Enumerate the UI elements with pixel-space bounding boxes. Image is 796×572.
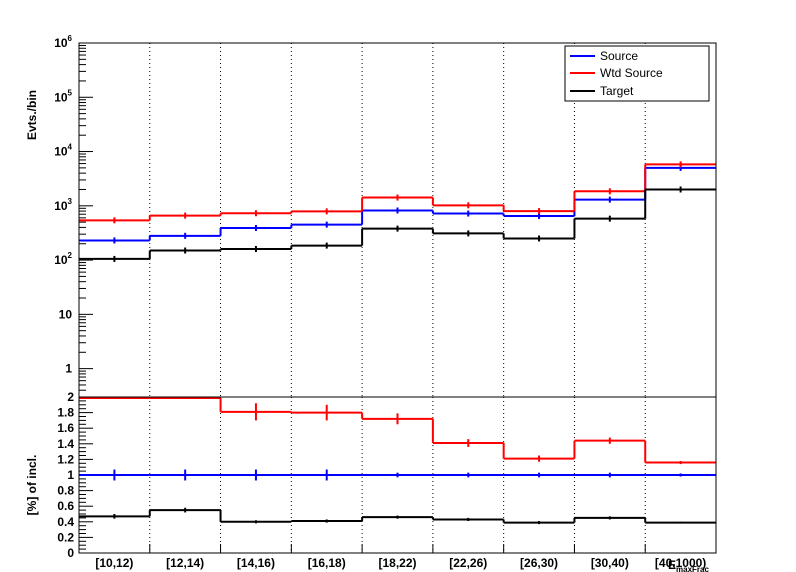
x-tick-label: [16,18) bbox=[308, 556, 346, 570]
top-series-source bbox=[79, 164, 716, 244]
bottom-y-tick-label: 1 bbox=[67, 468, 74, 482]
bottom-y-tick-label: 0 bbox=[67, 546, 74, 560]
bottom-plot-frame bbox=[78, 396, 717, 554]
bottom-series-source bbox=[79, 469, 716, 481]
bottom-y-axis: 0 0.20.4 0.60.8 1 1.21.4 1.61.8 2 bbox=[57, 390, 93, 560]
top-y-tick-label: 1 bbox=[65, 362, 72, 376]
top-y-tick-label: 106 bbox=[54, 34, 72, 50]
top-y-tick-exponent: 4 bbox=[68, 143, 73, 152]
top-series-wtd-source bbox=[79, 161, 716, 224]
bottom-series-wtd-source bbox=[79, 397, 716, 465]
x-tick-label: [10,12) bbox=[95, 556, 133, 570]
bottom-y-tick-label: 0.8 bbox=[57, 484, 74, 498]
x-tick-label: [40,1000) bbox=[655, 556, 706, 570]
bottom-series-target bbox=[79, 507, 716, 525]
bottom-y-tick-label: 0.2 bbox=[57, 530, 74, 544]
x-tick-label: [12,14) bbox=[166, 556, 204, 570]
bottom-y-tick-label: 1.6 bbox=[57, 421, 74, 435]
top-y-tick-base: 10 bbox=[59, 307, 73, 321]
top-y-tick-label: 10 bbox=[59, 307, 73, 321]
x-tick-label: [22,26) bbox=[449, 556, 487, 570]
top-y-tick-base: 1 bbox=[65, 362, 72, 376]
x-tick-label: [26,30) bbox=[520, 556, 558, 570]
bottom-y-tick-label: 0.6 bbox=[57, 499, 74, 513]
top-series-target bbox=[79, 186, 716, 262]
legend-label-source: Source bbox=[600, 49, 638, 63]
top-y-tick-exponent: 3 bbox=[68, 197, 73, 206]
top-y-tick-label: 105 bbox=[54, 88, 72, 104]
legend-label-wtd-source: Wtd Source bbox=[600, 66, 663, 80]
bottom-y-axis-label: [%] of incl. bbox=[25, 455, 39, 516]
bottom-y-tick-label: 1.2 bbox=[57, 452, 74, 466]
bottom-y-tick-label: 2 bbox=[67, 390, 74, 404]
x-axis-label-main: E bbox=[668, 558, 676, 572]
top-y-tick-exponent: 2 bbox=[68, 251, 73, 260]
top-y-tick-label: 102 bbox=[54, 251, 72, 267]
x-axis-label-subscript: maxFrac bbox=[676, 565, 709, 572]
bottom-series bbox=[79, 397, 716, 525]
legend-label-target: Target bbox=[600, 84, 634, 98]
top-y-tick-base: 10 bbox=[54, 253, 68, 267]
top-y-tick-exponent: 5 bbox=[68, 88, 73, 97]
top-y-tick-base: 10 bbox=[54, 36, 68, 50]
top-y-tick-base: 10 bbox=[54, 199, 68, 213]
top-series bbox=[79, 161, 716, 262]
top-y-tick-exponent: 6 bbox=[68, 34, 73, 43]
x-axis: [10,12) [12,14) [14,16) [16,18) [18,22) [22,2… bbox=[78, 544, 717, 570]
top-y-tick-label: 104 bbox=[54, 143, 72, 159]
x-tick-label: [18,22) bbox=[378, 556, 416, 570]
bottom-y-tick-label: 1.8 bbox=[57, 406, 74, 420]
legend: Source Wtd Source Target bbox=[564, 45, 710, 102]
top-y-tick-base: 10 bbox=[54, 145, 68, 159]
x-axis-label: EmaxFrac bbox=[668, 558, 709, 572]
x-tick-label: [30,40) bbox=[591, 556, 629, 570]
x-tick-label: [14,16) bbox=[237, 556, 275, 570]
top-y-tick-label: 103 bbox=[54, 197, 72, 213]
bottom-y-tick-label: 1.4 bbox=[57, 437, 74, 451]
top-y-tick-base: 10 bbox=[54, 90, 68, 104]
top-y-axis-label: Evts./bin bbox=[25, 90, 39, 140]
bottom-y-tick-label: 0.4 bbox=[57, 515, 74, 529]
